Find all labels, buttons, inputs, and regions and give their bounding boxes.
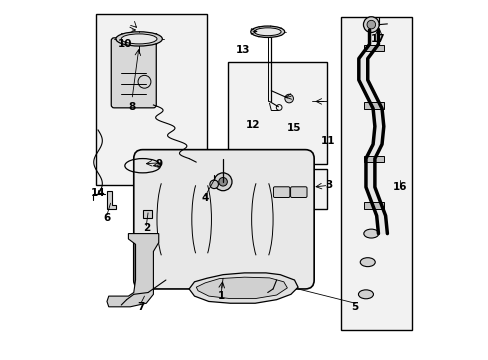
Bar [228,62,326,164]
Circle shape [209,180,218,189]
Polygon shape [370,202,385,216]
Ellipse shape [360,258,374,267]
Polygon shape [365,158,374,187]
FancyBboxPatch shape [273,187,289,198]
Polygon shape [358,44,378,59]
Ellipse shape [358,290,373,299]
Polygon shape [365,144,381,158]
Polygon shape [372,126,383,144]
Bar [364,102,383,109]
Polygon shape [196,277,287,298]
Text: 12: 12 [245,120,260,130]
Bar [96,14,206,185]
Text: 17: 17 [370,34,385,44]
Polygon shape [358,80,374,94]
Ellipse shape [254,28,281,36]
Polygon shape [107,191,116,208]
Polygon shape [107,234,159,307]
Circle shape [214,173,231,191]
Polygon shape [369,30,378,44]
Text: 16: 16 [392,182,407,192]
Circle shape [218,177,227,186]
Polygon shape [365,94,381,109]
Text: 5: 5 [351,302,358,312]
Circle shape [363,17,378,32]
Text: 10: 10 [117,39,132,49]
Bar [364,45,383,51]
Ellipse shape [363,229,378,238]
Text: 1: 1 [217,291,224,301]
Text: 6: 6 [103,212,110,222]
Text: 13: 13 [235,45,249,55]
Bar [364,202,383,208]
Text: 8: 8 [128,102,135,112]
Text: 7: 7 [137,302,144,312]
Polygon shape [189,273,298,303]
Text: 3: 3 [324,180,331,190]
Circle shape [366,20,375,29]
Ellipse shape [116,32,162,46]
Bar [364,156,383,162]
Polygon shape [372,109,383,126]
Text: 9: 9 [155,159,162,169]
Bar [267,169,326,208]
Polygon shape [358,59,367,80]
Text: 2: 2 [142,223,150,233]
Bar [340,18,411,330]
Text: 4: 4 [201,193,208,203]
Text: 14: 14 [91,188,105,198]
FancyBboxPatch shape [111,38,156,108]
Text: 11: 11 [321,136,335,146]
Bar [142,210,151,217]
Circle shape [285,94,293,103]
Polygon shape [376,216,386,234]
FancyBboxPatch shape [134,150,313,289]
Ellipse shape [250,26,284,37]
Ellipse shape [121,34,157,44]
Text: 15: 15 [286,123,301,133]
FancyBboxPatch shape [290,187,306,198]
Polygon shape [365,187,380,202]
